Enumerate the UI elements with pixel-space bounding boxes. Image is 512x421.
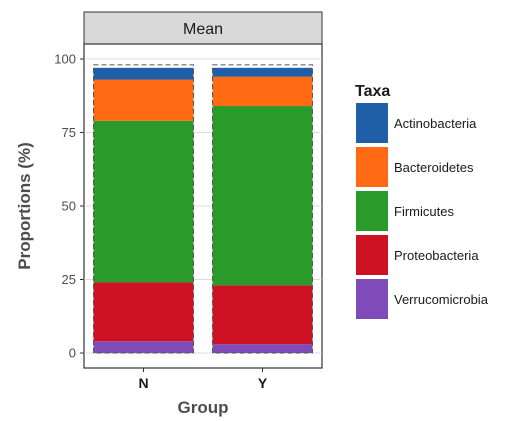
bar-N-firmicutes	[93, 120, 194, 283]
y-axis-ticks: 0 25 50 75 100	[54, 52, 84, 361]
legend-label-actinobacteria: Actinobacteria	[394, 116, 477, 131]
bar-N-actinobacteria	[93, 67, 194, 80]
legend-label-verrucomicrobia: Verrucomicrobia	[394, 292, 489, 307]
x-tick-label-N: N	[138, 375, 148, 391]
legend-key-proteobacteria	[356, 235, 388, 275]
bar-Y-verrucomicrobia	[212, 344, 313, 353]
bar-Y-bacteroidetes	[212, 76, 313, 107]
bar-Y-actinobacteria	[212, 67, 313, 77]
bars	[93, 64, 313, 354]
bar-outline-N	[93, 64, 194, 354]
y-axis-title: Proportions (%)	[15, 142, 34, 270]
legend-label-bacteroidetes: Bacteroidetes	[394, 160, 474, 175]
legend-key-firmicutes	[356, 191, 388, 231]
legend-label-proteobacteria: Proteobacteria	[394, 248, 479, 263]
bar-outline-Y	[212, 64, 313, 354]
y-tick-label-75: 75	[62, 125, 76, 140]
x-axis-title: Group	[178, 398, 229, 417]
legend: Actinobacteria Bacteroidetes Firmicutes Pro…	[356, 103, 489, 319]
bar-N-bacteroidetes	[93, 79, 194, 121]
legend-title: Taxa	[355, 83, 390, 100]
bar-N-proteobacteria	[93, 282, 194, 342]
bar-Y-firmicutes	[212, 106, 313, 286]
legend-key-bacteroidetes	[356, 147, 388, 187]
legend-key-verrucomicrobia	[356, 279, 388, 319]
bar-Y-proteobacteria	[212, 285, 313, 345]
y-tick-label-25: 25	[62, 272, 76, 287]
legend-key-actinobacteria	[356, 103, 388, 143]
y-tick-label-0: 0	[69, 346, 76, 361]
bar-N-verrucomicrobia	[93, 341, 194, 353]
y-tick-label-100: 100	[54, 52, 76, 67]
y-tick-label-50: 50	[62, 199, 76, 214]
facet-strip	[83, 11, 323, 45]
facet-label: Mean	[183, 21, 223, 38]
x-tick-label-Y: Y	[258, 375, 268, 391]
legend-label-firmicutes: Firmicutes	[394, 204, 454, 219]
